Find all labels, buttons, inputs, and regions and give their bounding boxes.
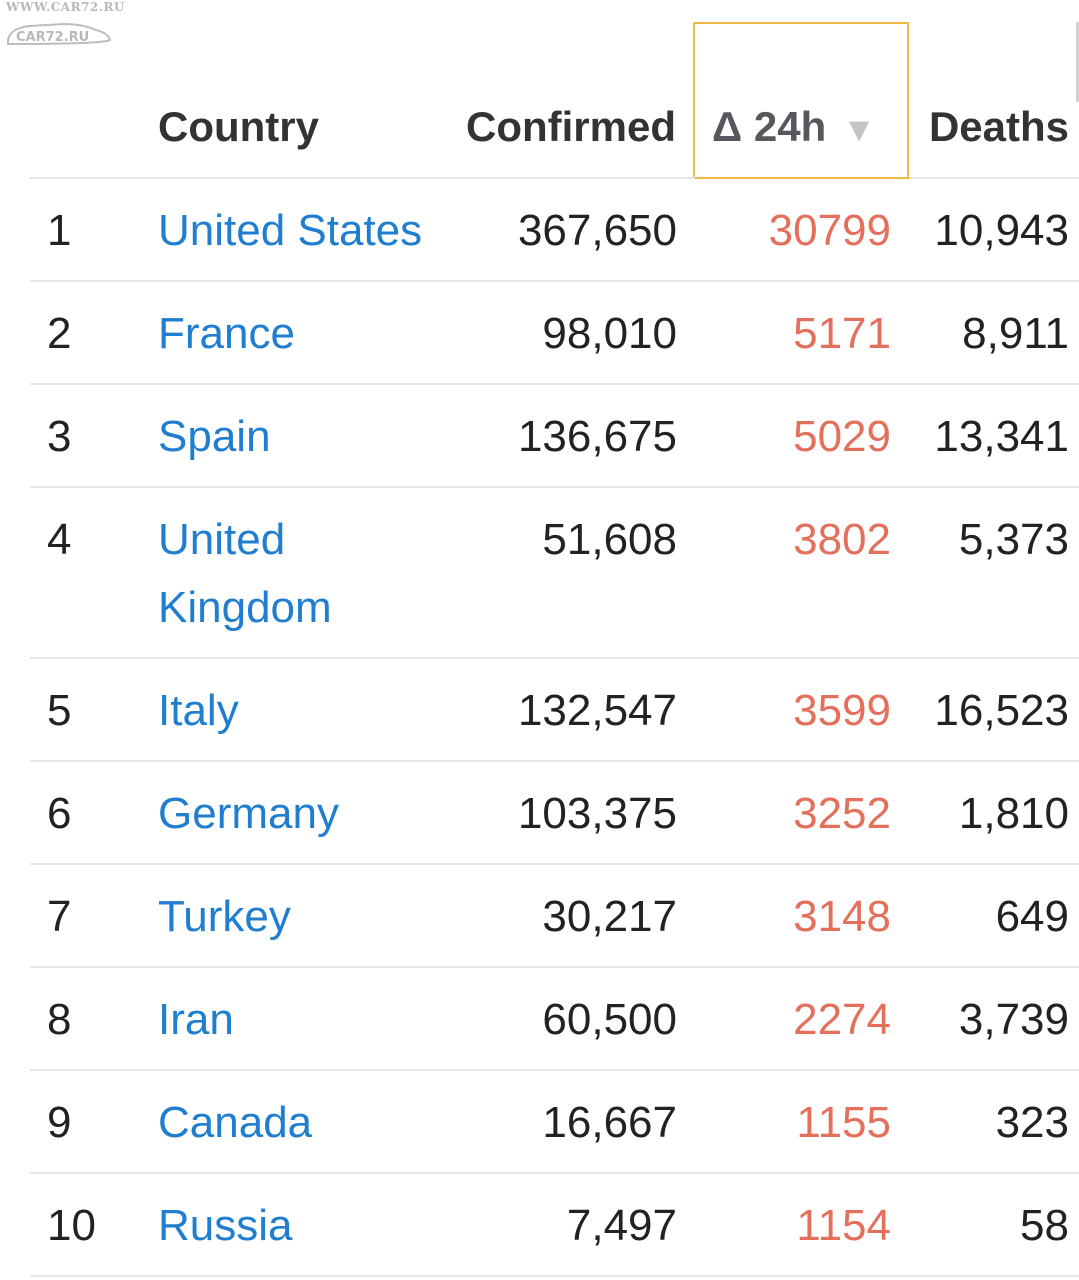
confirmed-cell: 367,650	[438, 178, 694, 282]
country-link[interactable]: France	[158, 309, 295, 358]
country-link[interactable]: Spain	[158, 412, 271, 461]
table-row: 1 United States 367,650 30799 10,943	[30, 178, 1079, 282]
table-row: 9 Canada 16,667 1155 323	[30, 1070, 1079, 1174]
delta-cell: 30799	[694, 178, 908, 282]
country-cell: Iran	[138, 967, 438, 1071]
delta-cell: 3252	[694, 761, 908, 865]
country-link[interactable]: Germany	[158, 789, 339, 838]
rank-cell: 6	[30, 761, 138, 865]
table-row: 10 Russia 7,497 1154 58	[30, 1173, 1079, 1277]
delta-cell: 1154	[694, 1173, 908, 1277]
rank-cell: 1	[30, 178, 138, 282]
table-row: 3 Spain 136,675 5029 13,341	[30, 384, 1079, 488]
country-cell: Canada	[138, 1070, 438, 1174]
country-cell: Russia	[138, 1173, 438, 1277]
country-link[interactable]: Italy	[158, 686, 239, 735]
confirmed-cell: 30,217	[438, 864, 694, 968]
watermark-url: WWW.CAR72.RU	[6, 0, 125, 14]
confirmed-cell: 132,547	[438, 658, 694, 762]
header-confirmed[interactable]: Confirmed	[438, 23, 694, 179]
country-cell: Turkey	[138, 864, 438, 968]
country-cell: United States	[138, 178, 438, 282]
deaths-cell: 58	[908, 1173, 1079, 1277]
rank-cell: 8	[30, 967, 138, 1071]
deaths-cell: 10,943	[908, 178, 1079, 282]
delta-cell: 3802	[694, 487, 908, 659]
rank-cell: 9	[30, 1070, 138, 1174]
table-row: 8 Iran 60,500 2274 3,739	[30, 967, 1079, 1071]
deaths-cell: 3,739	[908, 967, 1079, 1071]
confirmed-cell: 16,667	[438, 1070, 694, 1174]
deaths-cell: 1,810	[908, 761, 1079, 865]
table-row: 2 France 98,010 5171 8,911	[30, 281, 1079, 385]
country-link[interactable]: Russia	[158, 1201, 293, 1250]
table-row: 5 Italy 132,547 3599 16,523	[30, 658, 1079, 762]
delta-cell: 3148	[694, 864, 908, 968]
table-header-row: Country Confirmed Δ 24h ▼ Deaths	[30, 22, 1079, 179]
deaths-cell: 649	[908, 864, 1079, 968]
deaths-cell: 13,341	[908, 384, 1079, 488]
header-deaths[interactable]: Deaths	[908, 23, 1079, 179]
deaths-cell: 8,911	[908, 281, 1079, 385]
delta-cell: 1155	[694, 1070, 908, 1174]
delta-cell: 2274	[694, 967, 908, 1071]
confirmed-cell: 103,375	[438, 761, 694, 865]
header-delta-label: Δ 24h	[712, 103, 827, 150]
confirmed-cell: 136,675	[438, 384, 694, 488]
country-link[interactable]: United Kingdom	[158, 515, 332, 632]
deaths-cell: 323	[908, 1070, 1079, 1174]
sort-descending-icon[interactable]: ▼	[842, 111, 876, 149]
header-delta-24h-sorted[interactable]: Δ 24h ▼	[693, 22, 909, 179]
header-country[interactable]: Country	[138, 23, 438, 179]
rank-cell: 10	[30, 1173, 138, 1277]
table-row: 7 Turkey 30,217 3148 649	[30, 864, 1079, 968]
confirmed-cell: 98,010	[438, 281, 694, 385]
delta-cell: 5171	[694, 281, 908, 385]
table-row: 4 United Kingdom 51,608 3802 5,373	[30, 487, 1079, 659]
confirmed-cell: 51,608	[438, 487, 694, 659]
country-cell: Spain	[138, 384, 438, 488]
rank-cell: 5	[30, 658, 138, 762]
rank-cell: 3	[30, 384, 138, 488]
country-link[interactable]: Canada	[158, 1098, 313, 1147]
rank-cell: 4	[30, 487, 138, 659]
deaths-cell: 16,523	[908, 658, 1079, 762]
country-link[interactable]: United States	[158, 206, 423, 255]
table-row: 6 Germany 103,375 3252 1,810	[30, 761, 1079, 865]
confirmed-cell: 7,497	[438, 1173, 694, 1277]
country-cell: Italy	[138, 658, 438, 762]
header-rank	[30, 23, 138, 179]
rank-cell: 7	[30, 864, 138, 968]
country-cell: Germany	[138, 761, 438, 865]
rank-cell: 2	[30, 281, 138, 385]
delta-cell: 3599	[694, 658, 908, 762]
country-cell: France	[138, 281, 438, 385]
delta-cell: 5029	[694, 384, 908, 488]
country-link[interactable]: Turkey	[158, 892, 291, 941]
deaths-cell: 5,373	[908, 487, 1079, 659]
confirmed-cell: 60,500	[438, 967, 694, 1071]
country-cell: United Kingdom	[138, 487, 438, 659]
country-link[interactable]: Iran	[158, 995, 234, 1044]
country-stats-table: Country Confirmed Δ 24h ▼ Deaths 1 United…	[30, 22, 1079, 1277]
